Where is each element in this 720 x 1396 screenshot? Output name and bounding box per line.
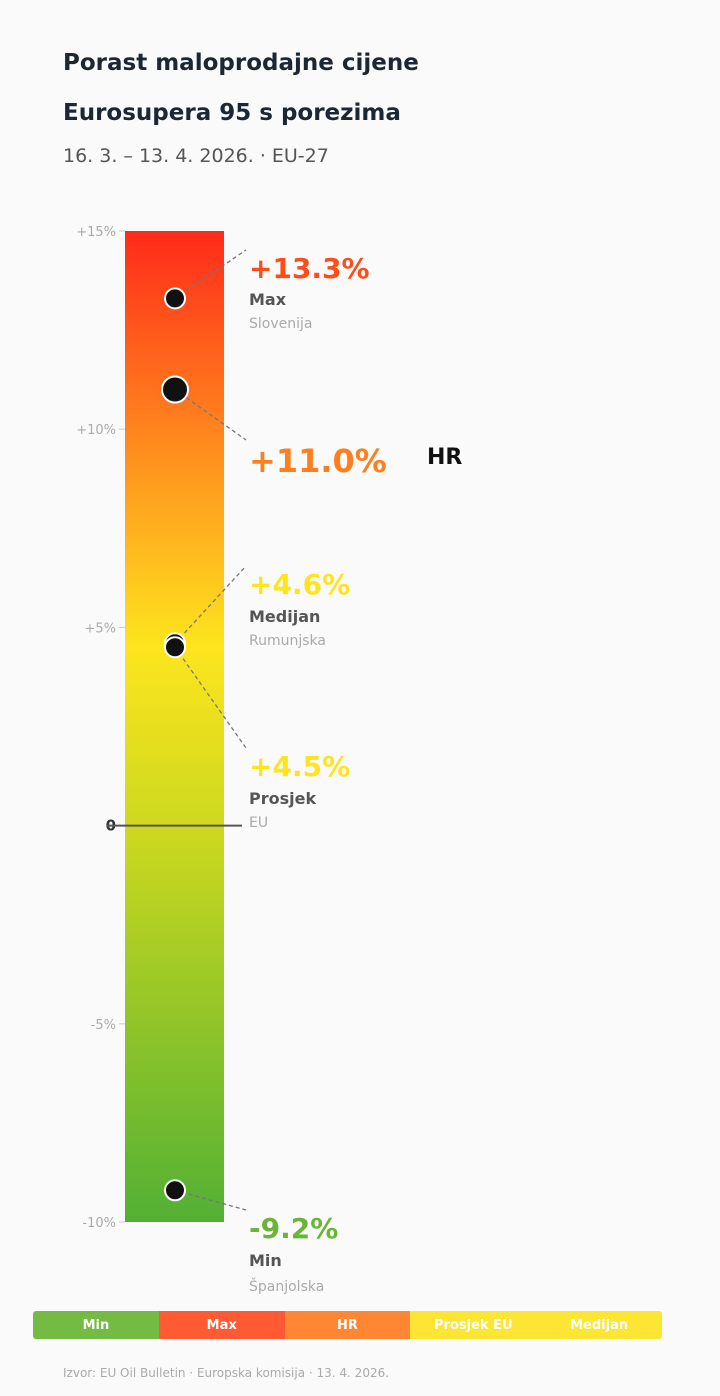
value-label-hr: +11.0%: [249, 442, 387, 480]
legend-item-medijan: Medijan: [536, 1311, 662, 1339]
value-label-avg: +4.5%: [249, 750, 350, 783]
legend-item-hr: HR: [284, 1311, 411, 1339]
legend-item-max: Max: [158, 1311, 285, 1339]
data-point-hr: [161, 375, 189, 404]
data-point-min: [164, 1179, 186, 1202]
y-tick-label: +5%: [84, 621, 116, 636]
y-tick-label: -5%: [91, 1018, 116, 1033]
legend-item-min: Min: [33, 1311, 159, 1339]
point-sub-max: Slovenija: [249, 316, 312, 332]
point-label-max: Max: [249, 290, 287, 309]
data-point-avg: [164, 636, 186, 659]
chart-subtitle: 16. 3. – 13. 4. 2026. · EU-27: [63, 145, 329, 167]
legend: Min Max HR Prosjek EU Medijan: [33, 1311, 662, 1339]
point-label-min: Min: [249, 1251, 282, 1270]
point-label-median: Medijan: [249, 607, 320, 626]
connector-line-max: [174, 249, 247, 299]
chart-title-line1: Porast maloprodajne cijene: [63, 50, 419, 76]
connector-line-min: [174, 1189, 247, 1211]
connector-line-median: [174, 565, 247, 644]
price-change-chart: +15%+10%+5%0-5%-10% +13.3%MaxSlovenija+1…: [76, 225, 462, 1295]
hr-tag: HR: [427, 445, 462, 470]
data-point-max: [164, 287, 186, 310]
value-label-max: +13.3%: [249, 252, 370, 285]
y-tick-label: +10%: [76, 423, 116, 438]
point-label-avg: Prosjek: [249, 789, 316, 808]
value-label-median: +4.6%: [249, 568, 350, 601]
y-tick-label: -10%: [82, 1216, 116, 1231]
legend-item-prosjek-eu: Prosjek EU: [410, 1311, 537, 1339]
source-note: Izvor: EU Oil Bulletin · Europska komisi…: [63, 1366, 390, 1380]
point-sub-avg: EU: [249, 815, 268, 831]
value-label-min: -9.2%: [249, 1212, 338, 1245]
point-sub-min: Španjolska: [249, 1277, 324, 1295]
y-tick-label: +15%: [76, 225, 116, 240]
point-sub-median: Rumunjska: [249, 633, 326, 649]
chart-title-line2: Eurosupera 95 s porezima: [63, 100, 401, 126]
